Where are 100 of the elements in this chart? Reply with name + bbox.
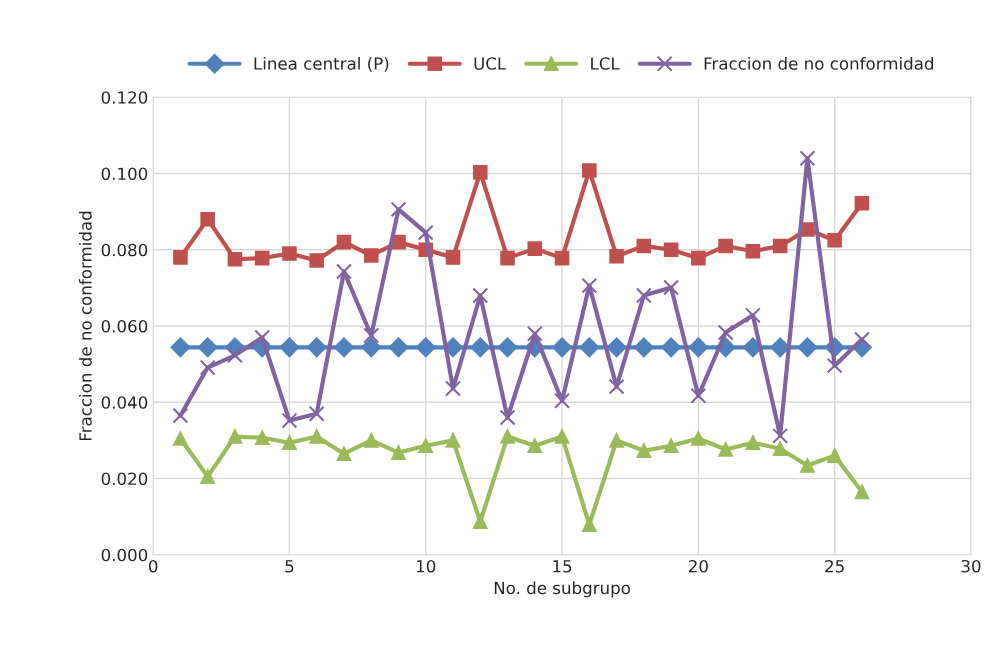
point	[635, 287, 652, 304]
point	[663, 438, 679, 454]
point	[744, 307, 761, 324]
point	[500, 429, 515, 444]
point	[472, 287, 489, 304]
point	[200, 211, 215, 227]
x-tick-label: 15	[553, 560, 572, 573]
y-tick-label: 0.060	[101, 319, 148, 333]
point	[282, 246, 297, 261]
legend-label: Fraccion de no conformidad	[704, 56, 933, 70]
point	[200, 469, 215, 484]
x-tick-label: 25	[825, 559, 844, 573]
point	[170, 337, 191, 358]
point	[661, 337, 681, 358]
point	[772, 427, 789, 444]
point	[688, 337, 709, 358]
point	[499, 409, 516, 426]
y-tick-label: 0.020	[101, 472, 148, 486]
point	[472, 165, 488, 180]
point	[554, 429, 570, 444]
point	[472, 514, 488, 529]
point	[363, 433, 379, 448]
y-tick-label: 0.000	[101, 548, 148, 562]
point	[254, 329, 271, 346]
point	[827, 232, 842, 248]
point	[334, 337, 354, 358]
point	[527, 241, 543, 256]
point	[363, 248, 379, 263]
y-axis-title: Fraccion de no conformidad	[78, 211, 92, 441]
point	[690, 387, 707, 404]
point	[797, 337, 818, 358]
point	[173, 250, 188, 265]
point	[826, 357, 843, 374]
point	[717, 324, 734, 341]
point	[282, 435, 297, 450]
point	[827, 448, 842, 463]
point	[854, 484, 870, 500]
point	[554, 392, 571, 409]
point	[718, 442, 733, 457]
point	[853, 331, 870, 348]
point	[308, 405, 325, 422]
point	[335, 263, 352, 280]
point	[527, 438, 543, 454]
point	[609, 433, 624, 448]
point	[606, 337, 627, 358]
point	[390, 201, 407, 218]
point	[497, 337, 518, 358]
legend-label: Linea central (P)	[254, 56, 389, 72]
point	[197, 337, 218, 358]
point	[227, 251, 243, 267]
point	[772, 441, 788, 457]
point	[417, 224, 434, 241]
point	[579, 337, 600, 358]
point	[254, 250, 270, 266]
point	[226, 347, 243, 364]
x-axis-title: No. de subgrupo	[494, 581, 630, 598]
point	[552, 337, 572, 358]
point	[854, 195, 870, 211]
point	[582, 163, 597, 178]
point	[582, 517, 597, 532]
point	[391, 445, 406, 460]
point	[388, 337, 409, 358]
y-tick-label: 0.100	[101, 167, 148, 181]
y-tick-label: 0.120	[101, 91, 148, 104]
point	[799, 150, 816, 167]
x-tick-label: 10	[416, 559, 436, 573]
point	[281, 412, 298, 429]
point	[470, 337, 491, 358]
point	[445, 433, 461, 448]
point	[691, 250, 706, 266]
point	[172, 407, 189, 424]
point	[663, 279, 680, 296]
point	[636, 238, 652, 254]
point	[609, 248, 624, 264]
point	[309, 253, 325, 268]
point	[581, 277, 598, 294]
y-tick-label: 0.040	[101, 396, 148, 409]
point	[199, 359, 216, 376]
point	[663, 242, 679, 258]
point	[279, 337, 300, 358]
point	[336, 446, 352, 462]
point	[636, 443, 652, 458]
point	[745, 243, 761, 259]
point	[445, 250, 461, 265]
point	[608, 378, 625, 395]
y-tick-label: 0.080	[101, 243, 148, 257]
point	[361, 337, 382, 358]
point	[336, 234, 352, 250]
point	[745, 435, 761, 450]
point	[554, 250, 570, 266]
point	[173, 431, 188, 446]
x-tick-label: 20	[688, 559, 708, 573]
point	[415, 337, 436, 358]
legend-label: LCL	[591, 57, 620, 70]
point	[309, 429, 325, 444]
legend-label: UCL	[474, 57, 507, 70]
point	[772, 238, 788, 254]
point	[227, 429, 243, 444]
point	[691, 431, 706, 446]
point	[500, 250, 515, 266]
